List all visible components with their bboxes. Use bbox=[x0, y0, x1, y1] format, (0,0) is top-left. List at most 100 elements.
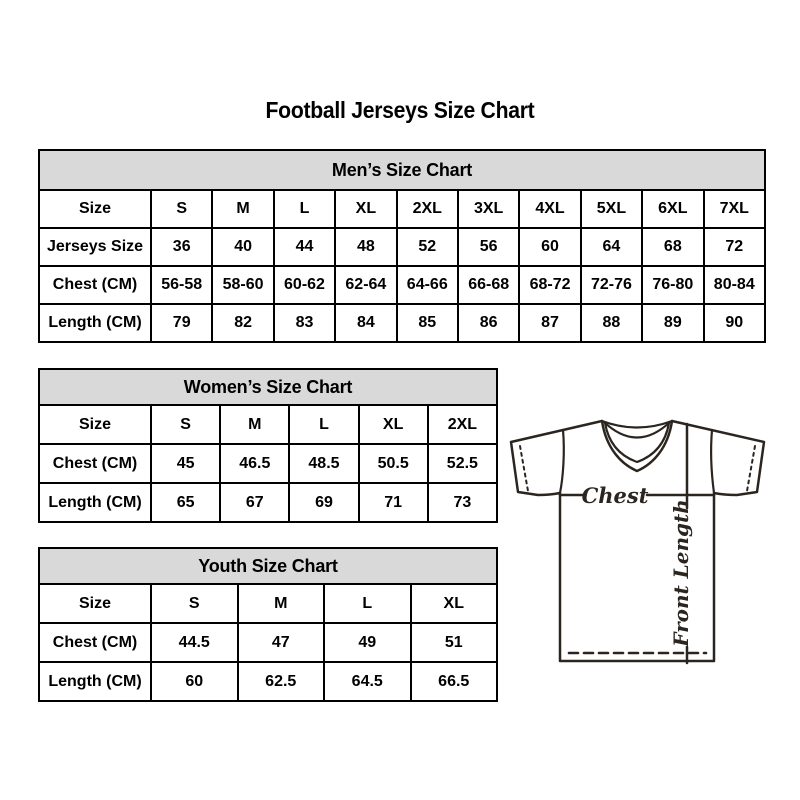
row-label-cell: Length (CM) bbox=[38, 482, 152, 523]
row-label-cell: Chest (CM) bbox=[38, 443, 152, 484]
value-cell: 64.5 bbox=[323, 661, 412, 702]
womens-table-title: Women’s Size Chart bbox=[38, 368, 498, 406]
value-cell: 62.5 bbox=[236, 661, 325, 702]
column-header-cell: S bbox=[150, 583, 239, 624]
value-cell: 67 bbox=[219, 482, 291, 523]
value-cell: 86 bbox=[456, 303, 521, 343]
column-header-cell: L bbox=[323, 583, 412, 624]
value-cell: 52.5 bbox=[426, 443, 499, 484]
value-cell: 50.5 bbox=[357, 443, 429, 484]
value-cell: 88 bbox=[579, 303, 644, 343]
value-cell: 49 bbox=[323, 622, 412, 663]
value-cell: 87 bbox=[518, 303, 582, 343]
mens-size-table-container: Men’s Size Chart Size S M L XL 2XL 3XL 4XL 5XL 6XL… bbox=[38, 149, 767, 343]
value-cell: 66.5 bbox=[409, 661, 498, 702]
value-cell: 90 bbox=[702, 303, 767, 343]
value-cell: 64-66 bbox=[395, 265, 459, 305]
value-cell: 84 bbox=[334, 303, 398, 343]
corner-header-cell: Size bbox=[38, 583, 152, 624]
column-header-cell: 2XL bbox=[426, 404, 499, 445]
right-armhole-seam bbox=[710, 428, 716, 495]
column-header-cell: 4XL bbox=[518, 189, 582, 229]
value-cell: 89 bbox=[641, 303, 705, 343]
youth-table-title: Youth Size Chart bbox=[38, 547, 498, 585]
value-cell: 79 bbox=[149, 303, 214, 343]
womens-size-table-container: Women’s Size Chart Size S M L XL 2XL Chest (CM)… bbox=[38, 368, 499, 523]
youth-size-table-container: Youth Size Chart Size S M L XL Chest (CM) 44.5 4… bbox=[38, 547, 498, 702]
collar-back-arc-deep bbox=[602, 420, 672, 439]
value-cell: 52 bbox=[395, 227, 459, 267]
row-label-cell: Jerseys Size bbox=[38, 227, 152, 267]
value-cell: 66-68 bbox=[456, 265, 521, 305]
column-header-cell: 5XL bbox=[579, 189, 644, 229]
chest-label: Chest bbox=[582, 483, 649, 508]
value-cell: 48.5 bbox=[288, 443, 360, 484]
value-cell: 76-80 bbox=[641, 265, 705, 305]
page-title: Football Jerseys Size Chart bbox=[265, 97, 535, 123]
column-header-cell: S bbox=[149, 404, 222, 445]
value-cell: 82 bbox=[211, 303, 275, 343]
left-armhole-seam bbox=[558, 428, 565, 495]
mens-size-chart-table: Men’s Size Chart Size S M L XL 2XL 3XL 4XL 5XL 6XL… bbox=[38, 149, 767, 343]
value-cell: 85 bbox=[395, 303, 459, 343]
value-cell: 60-62 bbox=[272, 265, 337, 305]
value-cell: 69 bbox=[288, 482, 360, 523]
value-cell: 68-72 bbox=[518, 265, 582, 305]
value-cell: 46.5 bbox=[219, 443, 291, 484]
value-cell: 62-64 bbox=[334, 265, 398, 305]
value-cell: 51 bbox=[409, 622, 498, 663]
column-header-cell: XL bbox=[334, 189, 398, 229]
value-cell: 73 bbox=[426, 482, 499, 523]
collar-outer-v bbox=[600, 419, 674, 473]
collar-back-arc-shallow bbox=[600, 419, 674, 429]
jersey-diagram: Chest Front Length bbox=[505, 408, 775, 673]
value-cell: 60 bbox=[518, 227, 582, 267]
column-header-cell: S bbox=[149, 189, 214, 229]
front-length-label: Front Length bbox=[669, 499, 693, 648]
value-cell: 44 bbox=[272, 227, 337, 267]
value-cell: 48 bbox=[334, 227, 398, 267]
value-cell: 68 bbox=[641, 227, 705, 267]
corner-header-cell: Size bbox=[38, 189, 152, 229]
value-cell: 72 bbox=[702, 227, 767, 267]
value-cell: 36 bbox=[149, 227, 214, 267]
jersey-illustration-svg: Chest Front Length bbox=[509, 419, 766, 665]
value-cell: 58-60 bbox=[211, 265, 275, 305]
row-label-cell: Chest (CM) bbox=[38, 265, 152, 305]
right-cuff-stitch-dashed bbox=[746, 445, 756, 492]
column-header-cell: M bbox=[219, 404, 291, 445]
jersey-outline bbox=[509, 419, 766, 663]
value-cell: 64 bbox=[579, 227, 644, 267]
column-header-cell: XL bbox=[357, 404, 429, 445]
value-cell: 60 bbox=[150, 661, 239, 702]
column-header-cell: L bbox=[288, 404, 360, 445]
womens-size-chart-table: Women’s Size Chart Size S M L XL 2XL Chest (CM)… bbox=[38, 368, 499, 523]
value-cell: 80-84 bbox=[702, 265, 767, 305]
value-cell: 56-58 bbox=[149, 265, 214, 305]
value-cell: 71 bbox=[357, 482, 429, 523]
collar-inner-v bbox=[603, 421, 671, 464]
column-header-cell: XL bbox=[409, 583, 498, 624]
column-header-cell: 3XL bbox=[456, 189, 521, 229]
column-header-cell: L bbox=[272, 189, 337, 229]
value-cell: 40 bbox=[211, 227, 275, 267]
value-cell: 45 bbox=[149, 443, 222, 484]
value-cell: 47 bbox=[236, 622, 325, 663]
column-header-cell: 2XL bbox=[395, 189, 459, 229]
column-header-cell: 6XL bbox=[641, 189, 705, 229]
value-cell: 44.5 bbox=[150, 622, 239, 663]
column-header-cell: M bbox=[236, 583, 325, 624]
row-label-cell: Length (CM) bbox=[38, 661, 152, 702]
row-label-cell: Chest (CM) bbox=[38, 622, 152, 663]
column-header-cell: 7XL bbox=[702, 189, 767, 229]
value-cell: 65 bbox=[149, 482, 222, 523]
row-label-cell: Length (CM) bbox=[38, 303, 152, 343]
left-cuff-stitch-dashed bbox=[519, 445, 529, 492]
corner-header-cell: Size bbox=[38, 404, 152, 445]
value-cell: 56 bbox=[456, 227, 521, 267]
mens-table-title: Men’s Size Chart bbox=[38, 149, 766, 191]
youth-size-chart-table: Youth Size Chart Size S M L XL Chest (CM) 44.5 4… bbox=[38, 547, 498, 702]
value-cell: 72-76 bbox=[579, 265, 644, 305]
value-cell: 83 bbox=[272, 303, 337, 343]
column-header-cell: M bbox=[211, 189, 275, 229]
